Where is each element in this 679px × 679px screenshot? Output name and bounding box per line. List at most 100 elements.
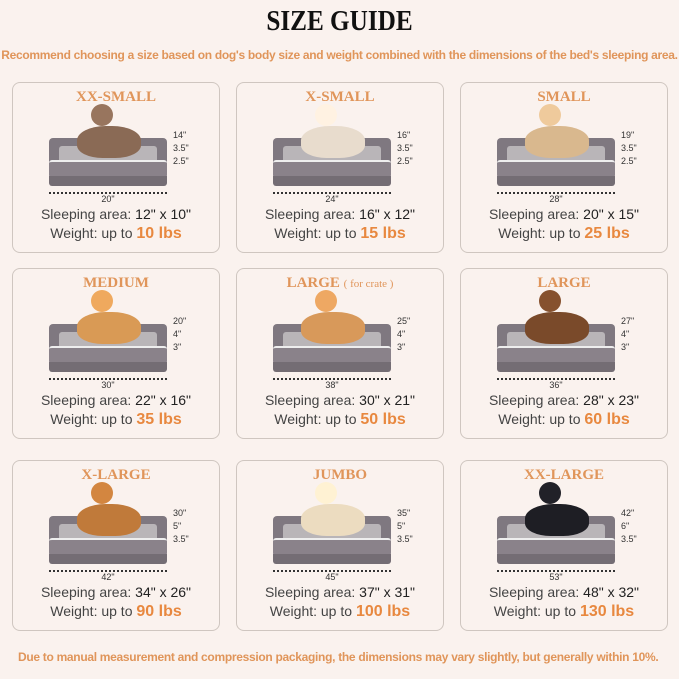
sleeping-area: Sleeping area: 16" x 12": [237, 206, 443, 222]
size-card: MEDIUM 20" 4" 3" 30" Sleeping area: 22" …: [12, 268, 220, 439]
diagonal-dim: 35": [397, 508, 411, 518]
dog-icon: [525, 104, 589, 158]
bolster-height-dim: 3.5": [397, 143, 413, 153]
size-name: XX-SMALL: [13, 89, 219, 106]
sleeping-area: Sleeping area: 48" x 32": [461, 584, 667, 600]
dog-icon: [525, 482, 589, 536]
height-dimensions: 42" 6" 3.5": [621, 507, 637, 546]
weight-value: 15 lbs: [360, 225, 406, 242]
sleeping-area: Sleeping area: 20" x 15": [461, 206, 667, 222]
diagonal-dim: 27": [621, 316, 635, 326]
weight-value: 100 lbs: [355, 603, 411, 620]
weight-value: 130 lbs: [579, 603, 635, 620]
width-dotted-line: [497, 378, 615, 380]
size-name: SMALL: [461, 89, 667, 106]
width-dotted-line: [49, 192, 167, 194]
width-dim: 20": [101, 194, 115, 204]
size-name: X-LARGE: [13, 467, 219, 484]
base-height-dim: 3.5": [173, 534, 189, 544]
height-dimensions: 20" 4" 3": [173, 315, 186, 354]
size-label: X-SMALL: [305, 89, 375, 105]
base-height-dim: 2.5": [397, 156, 413, 166]
bed-illustration: [49, 482, 167, 564]
diagonal-dim: 30": [173, 508, 187, 518]
height-dimensions: 30" 5" 3.5": [173, 507, 189, 546]
weight-value: 90 lbs: [136, 603, 182, 620]
height-dimensions: 35" 5" 3.5": [397, 507, 413, 546]
size-card: SMALL 19" 3.5" 2.5" 28" Sleeping area: 2…: [460, 82, 668, 253]
weight: Weight: up to 10 lbs: [13, 225, 219, 243]
height-dimensions: 16" 3.5" 2.5": [397, 129, 413, 168]
base-height-dim: 2.5": [173, 156, 189, 166]
sleeping-area-label: Sleeping area:: [488, 206, 580, 222]
size-card: X-SMALL 16" 3.5" 2.5" 24" Sleeping area:…: [236, 82, 444, 253]
sleeping-area-value: 34" x 26": [135, 584, 192, 600]
sleeping-area-label: Sleeping area:: [488, 584, 580, 600]
weight: Weight: up to 15 lbs: [237, 225, 443, 243]
size-card: LARGE ( for crate ) 25" 4" 3" 38" Sleepi…: [236, 268, 444, 439]
dog-icon: [301, 104, 365, 158]
cat-icon: [77, 104, 141, 158]
diagonal-dim: 42": [621, 508, 635, 518]
bolster-height-dim: 5": [397, 521, 406, 531]
weight-label: Weight: up to: [498, 225, 581, 241]
width-dim: 30": [101, 380, 115, 390]
height-dimensions: 27" 4" 3": [621, 315, 634, 354]
sleeping-area-value: 20" x 15": [583, 206, 640, 222]
diagonal-dim: 16": [397, 130, 411, 140]
weight-value: 25 lbs: [584, 225, 630, 242]
bolster-height-dim: 5": [173, 521, 182, 531]
bed-illustration: [49, 104, 167, 186]
dog-icon: [77, 482, 141, 536]
size-name: MEDIUM: [13, 275, 219, 292]
width-dim: 45": [325, 572, 339, 582]
size-label: XX-LARGE: [523, 467, 604, 483]
sleeping-area-label: Sleeping area:: [264, 206, 356, 222]
size-card: X-LARGE 30" 5" 3.5" 42" Sleeping area: 3…: [12, 460, 220, 631]
base-height-dim: 3": [173, 342, 182, 352]
size-label: X-LARGE: [81, 467, 151, 483]
bed-illustration: [273, 104, 391, 186]
base-height-dim: 3": [397, 342, 406, 352]
height-dimensions: 19" 3.5" 2.5": [621, 129, 637, 168]
weight-label: Weight: up to: [493, 603, 577, 619]
width-dotted-line: [273, 570, 391, 572]
sleeping-area-label: Sleeping area:: [264, 392, 356, 408]
bed-illustration: [497, 290, 615, 372]
sleeping-area-value: 37" x 31": [359, 584, 416, 600]
sleeping-area-value: 48" x 32": [583, 584, 640, 600]
sleeping-area-value: 12" x 10": [135, 206, 192, 222]
sleeping-area-label: Sleeping area:: [488, 392, 580, 408]
width-dotted-line: [497, 570, 615, 572]
size-label: XX-SMALL: [75, 89, 156, 105]
footer-note: Due to manual measurement and compressio…: [18, 650, 659, 664]
weight: Weight: up to 25 lbs: [461, 225, 667, 243]
base-height-dim: 3.5": [621, 534, 637, 544]
weight: Weight: up to 60 lbs: [461, 411, 667, 429]
diagonal-dim: 25": [397, 316, 411, 326]
bolster-height-dim: 3.5": [173, 143, 189, 153]
width-dim: 28": [549, 194, 563, 204]
width-dim: 42": [101, 572, 115, 582]
sleeping-area-label: Sleeping area:: [264, 584, 356, 600]
weight-value: 35 lbs: [136, 411, 182, 428]
weight: Weight: up to 90 lbs: [13, 603, 219, 621]
width-dotted-line: [273, 192, 391, 194]
base-height-dim: 3": [621, 342, 630, 352]
bolster-height-dim: 4": [621, 329, 630, 339]
base-height-dim: 3.5": [397, 534, 413, 544]
weight: Weight: up to 100 lbs: [237, 603, 443, 621]
weight-label: Weight: up to: [50, 225, 133, 241]
width-dim: 38": [325, 380, 339, 390]
size-card: XX-LARGE 42" 6" 3.5" 53" Sleeping area: …: [460, 460, 668, 631]
sleeping-area-label: Sleeping area:: [40, 392, 132, 408]
weight-label: Weight: up to: [269, 603, 353, 619]
size-name: JUMBO: [237, 467, 443, 484]
bed-illustration: [273, 290, 391, 372]
weight: Weight: up to 50 lbs: [237, 411, 443, 429]
width-dim: 24": [325, 194, 339, 204]
size-label: JUMBO: [312, 467, 368, 483]
dog-icon: [77, 290, 141, 344]
width-dotted-line: [49, 570, 167, 572]
sleeping-area: Sleeping area: 22" x 16": [13, 392, 219, 408]
